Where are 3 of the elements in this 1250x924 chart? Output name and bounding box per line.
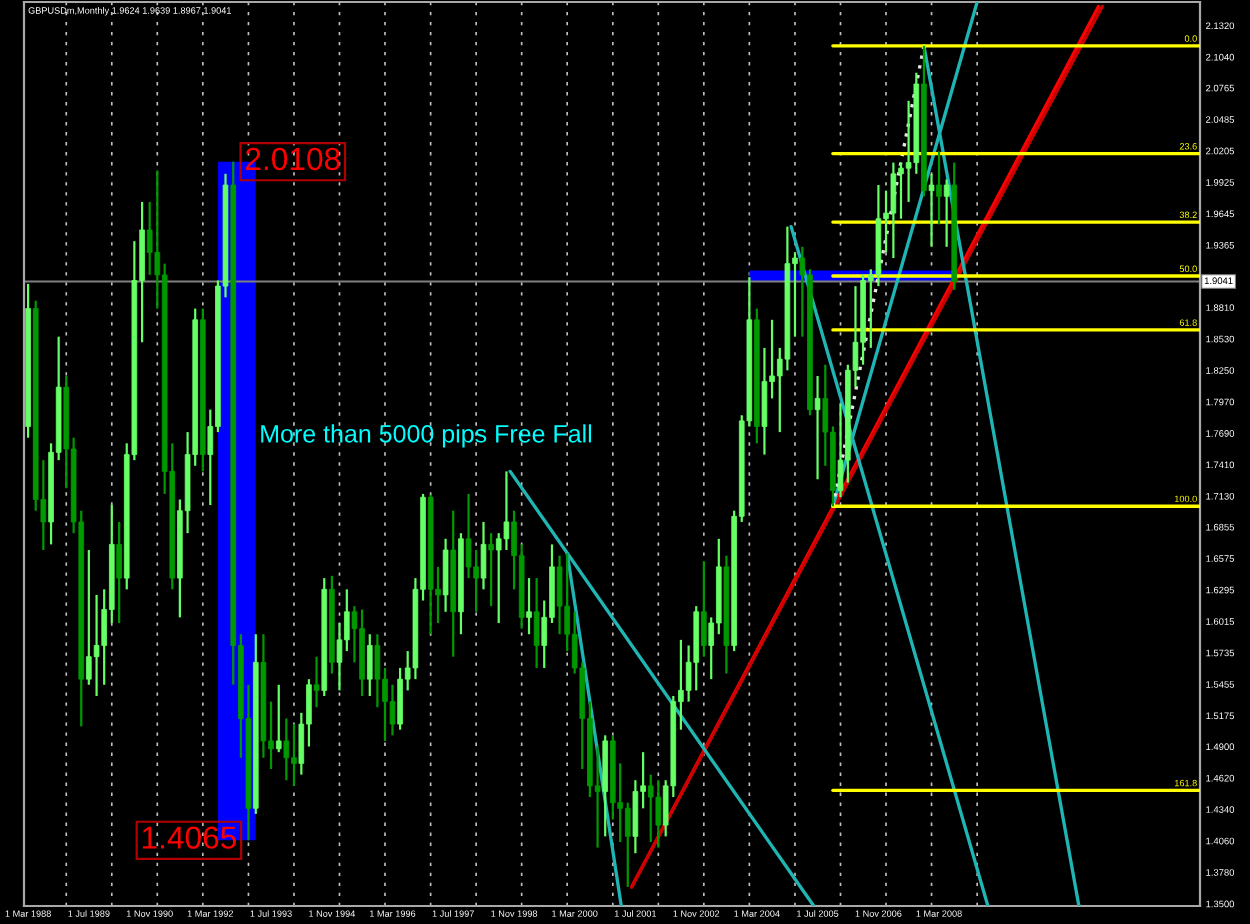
annotation: 1.4065 — [142, 826, 237, 849]
annotation: More than 5000 pips Free Fall — [261, 424, 592, 448]
annotation: 2.0108 — [245, 147, 340, 171]
